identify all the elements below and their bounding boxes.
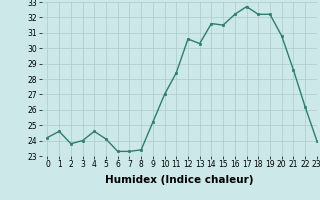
X-axis label: Humidex (Indice chaleur): Humidex (Indice chaleur) xyxy=(105,175,253,185)
